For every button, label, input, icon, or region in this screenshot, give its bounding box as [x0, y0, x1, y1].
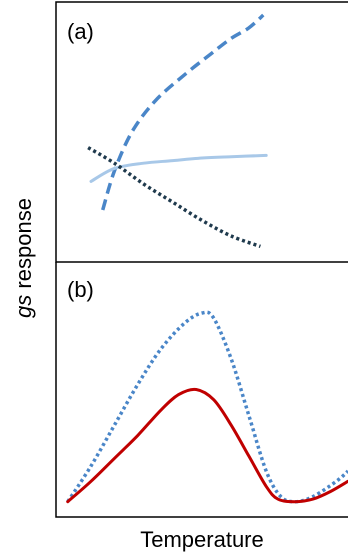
y-axis-label-rest: response: [11, 198, 36, 295]
panel-a-frame: [55, 1, 348, 263]
x-axis-label: Temperature: [140, 527, 264, 552]
panel-b-series-dotted-line-0: [66, 310, 348, 504]
panel-a-series-solid-line-1: [89, 153, 268, 183]
panel-b-label: (b): [67, 277, 94, 302]
panel-b-series-group: [66, 310, 348, 504]
panel-a: (a): [55, 1, 348, 263]
panel-a-series-dashed-line-0: [101, 13, 265, 211]
panel-a-series-group: [87, 13, 268, 249]
panel-b: (b): [55, 262, 348, 518]
panel-a-series-dotted-line-2: [87, 146, 261, 249]
panel-b-frame: [55, 262, 348, 518]
panel-a-label: (a): [67, 19, 94, 44]
y-axis-label: gs response: [11, 198, 36, 318]
panel-b-series-solid-line-1: [66, 387, 348, 504]
y-axis-label-italic: gs: [11, 295, 36, 318]
